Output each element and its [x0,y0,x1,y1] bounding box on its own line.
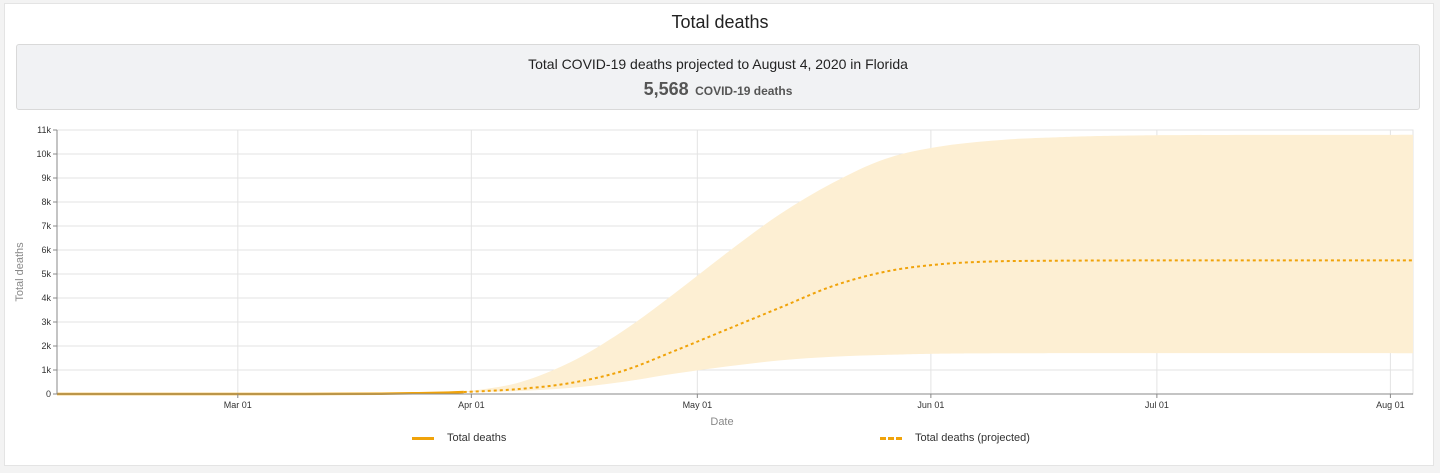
axes: 0 1k 2k 3k 4k 5k 6k 7k 8k 9k 10k 11k Mar 01 Apr 01 May… [36,125,1413,410]
x-tick-label: Jul 01 [1145,400,1169,410]
y-tick-label: 1k [41,365,51,375]
legend-label: Total deaths (projected) [915,432,1030,444]
legend-swatch-dashed [880,437,902,440]
y-axis-label: Total deaths [14,242,26,302]
uncertainty-band-area [463,134,1413,393]
y-tick-label: 0 [46,389,51,399]
summary-headline: Total COVID-19 deaths projected to Augus… [528,56,908,72]
x-tick-label: May 01 [683,400,713,410]
legend-item-total-deaths-projected[interactable]: Total deaths (projected) [880,432,1050,446]
y-tick-label: 9k [41,173,51,183]
y-tick-label: 11k [37,125,51,135]
x-tick-label: Apr 01 [458,400,485,410]
uncertainty-band [463,134,1413,393]
page-title: Total deaths [671,12,769,32]
projected-deaths-unit: COVID-19 deaths [695,84,793,98]
legend-swatch-solid [412,437,434,440]
y-tick-label: 5k [41,269,51,279]
summary-figure: 5,568 COVID-19 deaths [17,79,1419,100]
y-tick-label: 3k [41,317,51,327]
summary-panel: Total COVID-19 deaths projected to Augus… [16,44,1420,110]
legend-item-total-deaths[interactable]: Total deaths [412,432,522,446]
projected-deaths-value: 5,568 [643,79,689,99]
y-tick-label: 4k [41,293,51,303]
y-tick-label: 6k [41,245,51,255]
legend-label: Total deaths [447,432,507,444]
y-tick-label: 2k [41,341,51,351]
y-tick-label: 7k [41,221,51,231]
y-tick-label: 10k [36,149,51,159]
x-axis-label: Date [710,416,733,428]
x-tick-label: Mar 01 [224,400,252,410]
x-tick-label: Jun 01 [917,400,944,410]
x-tick-label: Aug 01 [1376,400,1405,410]
y-tick-label: 8k [41,197,51,207]
